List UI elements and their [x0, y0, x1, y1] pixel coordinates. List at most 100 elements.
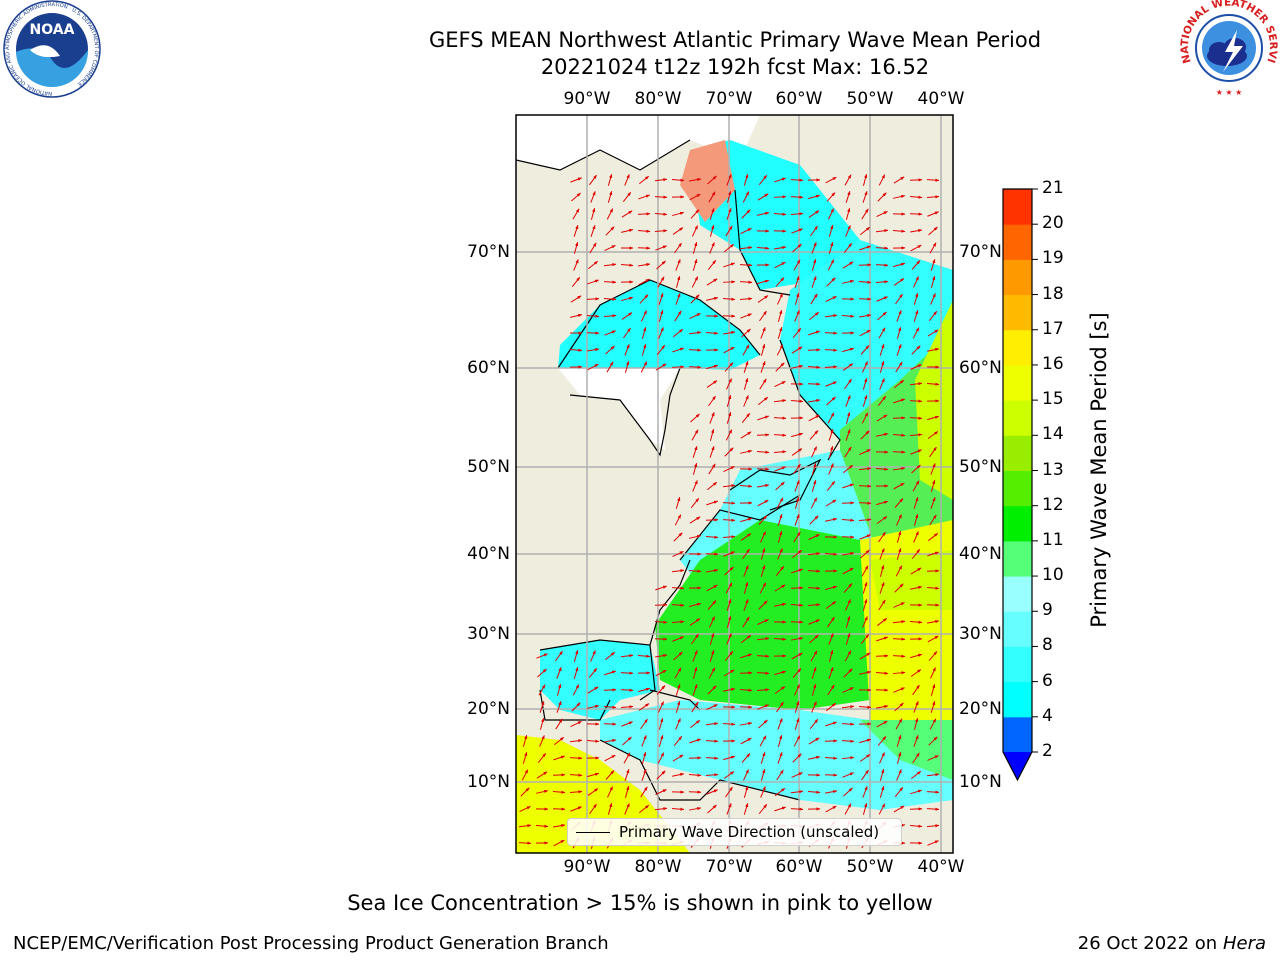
colorbar-frame	[1002, 188, 1033, 782]
wave-direction-arrow	[621, 210, 633, 218]
wave-direction-arrow	[926, 807, 940, 811]
wave-direction-arrow	[535, 824, 549, 828]
colorbar-segment	[1003, 505, 1032, 542]
lon-label-bottom: 90°W	[563, 857, 611, 877]
wave-direction-arrow	[892, 620, 906, 624]
wave-direction-arrow	[522, 734, 528, 747]
wave-direction-arrow	[655, 585, 668, 591]
wave-direction-arrow	[893, 262, 906, 268]
wave-direction-arrow	[790, 586, 804, 590]
wave-direction-arrow	[723, 771, 735, 779]
wave-direction-arrow	[658, 717, 664, 730]
wave-direction-arrow	[777, 530, 783, 543]
wave-direction-arrow	[587, 788, 599, 796]
wave-direction-arrow	[773, 195, 787, 199]
wave-direction-arrow	[926, 773, 940, 777]
colorbar-tick-label: 17	[1042, 318, 1064, 339]
wave-direction-arrow	[859, 314, 872, 318]
wave-direction-arrow	[862, 173, 868, 186]
wave-direction-arrow	[860, 430, 870, 440]
wave-direction-arrow	[807, 790, 821, 794]
wave-direction-arrow	[775, 277, 785, 287]
gulf-of-mexico	[540, 640, 660, 720]
lon-label-bottom: 50°W	[846, 857, 894, 877]
wave-direction-arrow	[552, 790, 566, 794]
wave-direction-arrow	[894, 583, 904, 593]
wave-direction-arrow	[808, 534, 820, 540]
wave-direction-arrow	[926, 586, 940, 590]
wave-direction-arrow	[825, 296, 837, 302]
wave-direction-arrow	[688, 773, 702, 777]
wave-direction-arrow	[758, 804, 768, 814]
wave-direction-arrow	[808, 414, 820, 422]
wave-direction-arrow	[842, 567, 854, 575]
wave-direction-arrow	[671, 178, 685, 182]
wave-direction-arrow	[776, 497, 784, 509]
wave-direction-arrow	[740, 634, 752, 644]
wave-direction-arrow	[825, 805, 837, 813]
wave-direction-arrow	[604, 244, 616, 252]
wave-direction-arrow	[894, 702, 904, 712]
wave-direction-arrow	[876, 636, 889, 642]
wave-direction-arrow	[536, 771, 548, 779]
wave-direction-arrow	[930, 293, 936, 305]
lon-label-top: 80°W	[634, 89, 682, 109]
wave-direction-arrow	[587, 279, 600, 285]
wave-direction-arrow	[876, 720, 888, 728]
wave-direction-arrow	[621, 721, 633, 727]
wave-direction-arrow	[894, 787, 904, 797]
wave-direction-arrow	[811, 666, 817, 679]
wave-direction-arrow	[875, 229, 889, 233]
wave-direction-arrow	[657, 752, 665, 764]
wave-direction-arrow	[573, 224, 579, 237]
wave-direction-arrow	[586, 297, 600, 301]
wave-direction-arrow	[893, 278, 905, 286]
wave-direction-arrow	[879, 343, 885, 356]
wave-direction-arrow	[705, 773, 719, 777]
wave-direction-arrow	[691, 429, 699, 441]
wave-direction-arrow	[791, 432, 804, 438]
wave-direction-arrow	[892, 416, 906, 420]
wave-direction-arrow	[791, 652, 803, 660]
wave-direction-arrow	[860, 634, 870, 644]
legend-line-swatch	[576, 832, 610, 833]
colorbar-segment	[1003, 294, 1032, 331]
wave-direction-arrow	[842, 483, 855, 489]
wave-direction-arrow	[569, 739, 583, 743]
wave-direction-arrow	[587, 772, 600, 778]
wave-direction-arrow	[844, 650, 852, 662]
wave-direction-arrow	[809, 515, 819, 525]
wave-direction-arrow	[790, 178, 804, 182]
wave-direction-arrow	[654, 807, 668, 811]
wave-direction-arrow	[790, 603, 804, 607]
wave-direction-arrow	[758, 174, 768, 186]
wave-direction-arrow	[707, 685, 717, 695]
wave-direction-arrow	[590, 191, 596, 203]
wave-direction-arrow	[743, 769, 749, 781]
sea-ice-region	[680, 140, 735, 222]
wave-direction-arrow	[641, 735, 647, 747]
wave-direction-arrow	[811, 446, 817, 458]
wave-direction-arrow	[861, 412, 869, 424]
wave-direction-arrow	[709, 649, 715, 662]
wave-direction-arrow	[930, 700, 936, 713]
wave-direction-arrow	[573, 241, 579, 254]
wave-direction-arrow	[756, 654, 770, 658]
sea-ice-caption: Sea Ice Concentration > 15% is shown in …	[347, 891, 933, 915]
wave-direction-arrow	[743, 360, 749, 373]
wave-direction-arrow	[910, 244, 922, 252]
wave-direction-arrow	[859, 534, 871, 540]
wave-direction-arrow	[777, 293, 783, 305]
lat-label-right: 10°N	[959, 772, 1002, 792]
wave-direction-arrow	[930, 667, 936, 679]
wave-direction-arrow	[640, 786, 648, 798]
lat-label-left: 30°N	[467, 624, 510, 644]
wave-direction-arrow	[760, 531, 766, 543]
wave-direction-arrow	[774, 584, 786, 592]
wave-direction-arrow	[556, 667, 562, 679]
wave-direction-arrow	[878, 327, 886, 339]
wave-direction-arrow	[811, 462, 817, 475]
wave-direction-arrow	[896, 769, 902, 781]
wave-direction-arrow	[640, 310, 648, 322]
wave-direction-arrow	[757, 396, 769, 406]
